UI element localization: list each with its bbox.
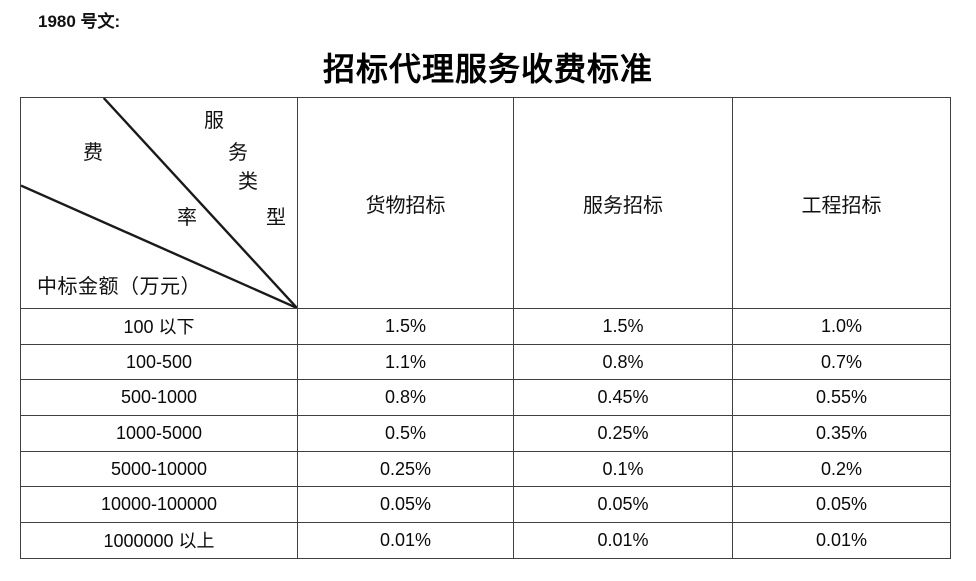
service-rate-cell: 0.45% <box>513 379 733 417</box>
goods-rate-cell: 1.1% <box>297 343 514 381</box>
amount-cell: 100 以下 <box>20 308 298 345</box>
goods-rate-cell: 0.05% <box>297 486 514 524</box>
fee-standard-table: 服 务 类 型 费 率 中标金额（万元） 货物招标 服务招标 工程招标 100 … <box>20 97 951 559</box>
document-number: 1980 号文: <box>38 12 121 31</box>
table-row: 5000-10000 0.25% 0.1% 0.2% <box>20 450 951 488</box>
engineering-rate-cell: 0.55% <box>732 379 951 417</box>
engineering-rate-cell: 0.7% <box>732 343 951 381</box>
table-row: 10000-100000 0.05% 0.05% 0.05% <box>20 486 951 524</box>
amount-cell: 500-1000 <box>20 379 298 417</box>
amount-cell: 5000-10000 <box>20 450 298 488</box>
engineering-rate-cell: 0.05% <box>732 486 951 524</box>
service-type-char: 务 <box>228 142 248 164</box>
goods-rate-cell: 0.8% <box>297 379 514 417</box>
table-row: 100-500 1.1% 0.8% 0.7% <box>20 343 951 381</box>
amount-cell: 10000-100000 <box>20 486 298 524</box>
diagonal-divider-lines <box>21 98 297 308</box>
service-type-char: 类 <box>238 171 258 193</box>
row-axis-label: 中标金额（万元） <box>37 276 201 298</box>
goods-rate-cell: 1.5% <box>297 308 514 345</box>
service-type-char: 服 <box>204 110 224 132</box>
column-header-engineering: 工程招标 <box>732 97 951 309</box>
engineering-rate-cell: 1.0% <box>732 308 951 345</box>
service-rate-cell: 0.8% <box>513 343 733 381</box>
table-row: 500-1000 0.8% 0.45% 0.55% <box>20 379 951 417</box>
goods-rate-cell: 0.01% <box>297 522 514 559</box>
amount-cell: 1000-5000 <box>20 415 298 452</box>
engineering-rate-cell: 0.2% <box>732 450 951 488</box>
engineering-rate-cell: 0.35% <box>732 415 951 452</box>
column-header-service: 服务招标 <box>513 97 733 309</box>
service-rate-cell: 0.25% <box>513 415 733 452</box>
table-row: 100 以下 1.5% 1.5% 1.0% <box>20 308 951 345</box>
amount-cell: 100-500 <box>20 343 298 381</box>
table-row: 1000000 以上 0.01% 0.01% 0.01% <box>20 522 951 559</box>
table-header-row: 服 务 类 型 费 率 中标金额（万元） 货物招标 服务招标 工程招标 <box>20 97 951 309</box>
amount-cell: 1000000 以上 <box>20 522 298 559</box>
fee-rate-char: 率 <box>177 207 197 229</box>
service-rate-cell: 0.1% <box>513 450 733 488</box>
service-rate-cell: 0.05% <box>513 486 733 524</box>
page-title: 招标代理服务收费标准 <box>322 51 653 87</box>
fee-rate-char: 费 <box>83 142 103 164</box>
service-rate-cell: 0.01% <box>513 522 733 559</box>
goods-rate-cell: 0.5% <box>297 415 514 452</box>
table-row: 1000-5000 0.5% 0.25% 0.35% <box>20 415 951 452</box>
service-type-char: 型 <box>266 207 286 229</box>
engineering-rate-cell: 0.01% <box>732 522 951 559</box>
service-rate-cell: 1.5% <box>513 308 733 345</box>
goods-rate-cell: 0.25% <box>297 450 514 488</box>
corner-header-cell: 服 务 类 型 费 率 中标金额（万元） <box>20 97 298 309</box>
column-header-goods: 货物招标 <box>297 97 514 309</box>
